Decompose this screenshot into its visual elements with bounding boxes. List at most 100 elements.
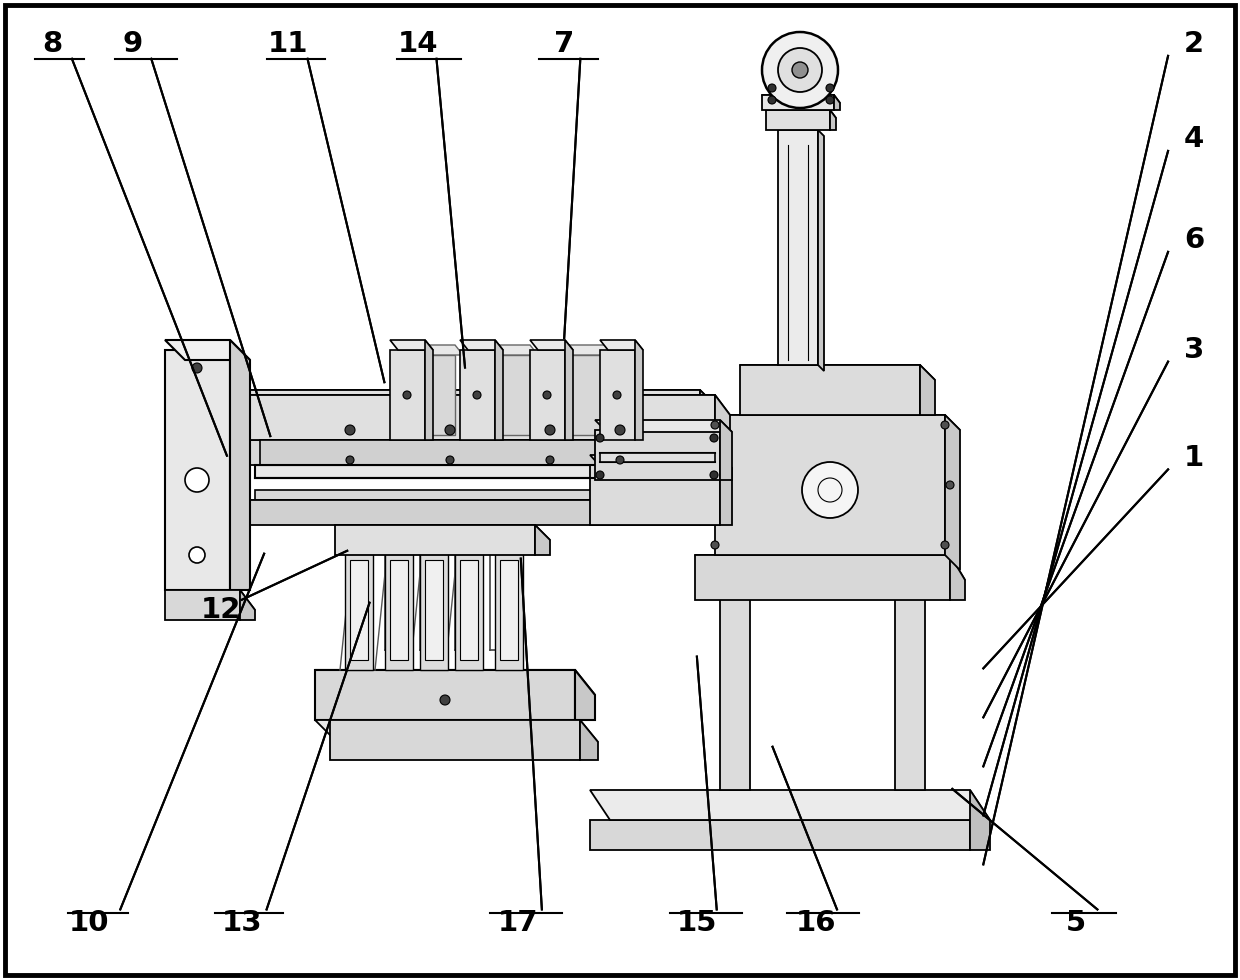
- Circle shape: [616, 456, 624, 464]
- Text: 3: 3: [1184, 336, 1204, 364]
- Polygon shape: [534, 525, 551, 555]
- Polygon shape: [556, 355, 605, 435]
- Circle shape: [543, 391, 551, 399]
- Polygon shape: [590, 790, 990, 820]
- Text: 14: 14: [398, 30, 438, 58]
- Polygon shape: [694, 555, 950, 600]
- Circle shape: [763, 32, 838, 108]
- Polygon shape: [250, 440, 701, 465]
- Circle shape: [768, 96, 776, 104]
- Polygon shape: [600, 350, 635, 440]
- Polygon shape: [529, 350, 565, 440]
- Circle shape: [185, 468, 210, 492]
- Circle shape: [768, 84, 776, 92]
- Circle shape: [711, 434, 718, 442]
- Circle shape: [792, 62, 808, 78]
- Circle shape: [345, 425, 355, 435]
- Polygon shape: [720, 455, 732, 525]
- Polygon shape: [241, 590, 255, 620]
- Circle shape: [826, 96, 835, 104]
- Circle shape: [472, 391, 481, 399]
- Circle shape: [615, 425, 625, 435]
- Polygon shape: [600, 340, 644, 350]
- Polygon shape: [635, 340, 644, 440]
- Polygon shape: [350, 560, 368, 660]
- Polygon shape: [529, 340, 573, 350]
- Polygon shape: [715, 415, 945, 555]
- Polygon shape: [391, 560, 408, 660]
- Polygon shape: [165, 590, 241, 620]
- Polygon shape: [480, 345, 538, 355]
- Polygon shape: [720, 420, 732, 480]
- Circle shape: [546, 456, 554, 464]
- Polygon shape: [255, 490, 715, 500]
- Polygon shape: [720, 415, 750, 790]
- Circle shape: [711, 541, 719, 549]
- Text: 4: 4: [1184, 125, 1204, 153]
- Polygon shape: [250, 395, 715, 440]
- Circle shape: [777, 48, 822, 92]
- Text: 11: 11: [268, 30, 308, 58]
- Circle shape: [941, 421, 949, 429]
- Polygon shape: [575, 670, 595, 720]
- Circle shape: [440, 695, 450, 705]
- Polygon shape: [255, 465, 715, 478]
- Circle shape: [613, 391, 621, 399]
- Polygon shape: [315, 670, 595, 695]
- Polygon shape: [425, 340, 433, 440]
- Polygon shape: [950, 555, 965, 600]
- Polygon shape: [165, 340, 250, 360]
- Circle shape: [192, 363, 202, 373]
- Polygon shape: [740, 365, 920, 415]
- Text: 10: 10: [69, 909, 109, 937]
- Circle shape: [446, 456, 454, 464]
- Circle shape: [826, 84, 835, 92]
- Polygon shape: [590, 465, 720, 525]
- Text: 13: 13: [222, 909, 262, 937]
- Text: 7: 7: [554, 30, 574, 58]
- Polygon shape: [590, 820, 970, 850]
- Polygon shape: [600, 453, 715, 462]
- Polygon shape: [260, 440, 701, 465]
- Text: 6: 6: [1184, 226, 1204, 254]
- Polygon shape: [425, 560, 443, 660]
- Text: 9: 9: [123, 30, 143, 58]
- Polygon shape: [330, 720, 580, 760]
- Polygon shape: [250, 500, 701, 525]
- Text: 16: 16: [796, 909, 836, 937]
- Text: 2: 2: [1184, 30, 1204, 58]
- Circle shape: [946, 481, 954, 489]
- Polygon shape: [250, 395, 730, 415]
- Polygon shape: [766, 110, 836, 118]
- Polygon shape: [250, 500, 720, 520]
- Polygon shape: [945, 415, 960, 570]
- Polygon shape: [420, 550, 448, 670]
- Circle shape: [546, 425, 556, 435]
- Polygon shape: [694, 555, 965, 580]
- Circle shape: [403, 391, 410, 399]
- Polygon shape: [715, 395, 730, 440]
- Polygon shape: [701, 390, 720, 435]
- Polygon shape: [250, 390, 720, 410]
- Polygon shape: [330, 720, 598, 742]
- Polygon shape: [595, 420, 732, 432]
- Text: 1: 1: [1184, 444, 1204, 471]
- Circle shape: [188, 547, 205, 563]
- Polygon shape: [500, 560, 518, 660]
- Polygon shape: [970, 790, 990, 850]
- Circle shape: [941, 541, 949, 549]
- Polygon shape: [763, 95, 835, 110]
- Polygon shape: [165, 590, 255, 610]
- Polygon shape: [229, 340, 250, 590]
- Text: 17: 17: [498, 909, 538, 937]
- Polygon shape: [763, 95, 839, 103]
- Polygon shape: [580, 720, 598, 760]
- Polygon shape: [830, 110, 836, 130]
- Polygon shape: [165, 350, 229, 590]
- Polygon shape: [405, 345, 463, 355]
- Text: 12: 12: [201, 596, 241, 623]
- Polygon shape: [335, 525, 551, 540]
- Text: 15: 15: [677, 909, 717, 937]
- Circle shape: [818, 478, 842, 502]
- Circle shape: [596, 471, 604, 479]
